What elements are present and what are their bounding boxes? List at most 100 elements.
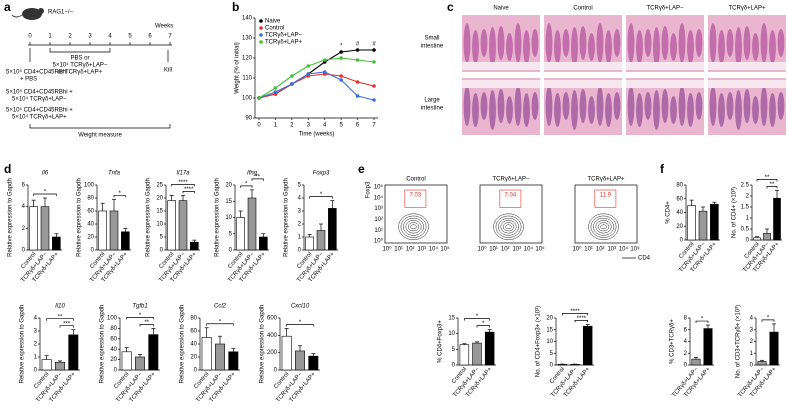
y-tick-label: 1.5 (741, 205, 750, 211)
y-tick-label: 10⁰ (374, 238, 384, 245)
lumen (626, 62, 704, 70)
significance: * (767, 315, 770, 321)
significance-bracket (113, 194, 126, 198)
significance-bracket (46, 318, 74, 321)
tissue (644, 92, 652, 120)
tissue (605, 30, 612, 64)
x-tick-label: 10¹ (584, 247, 593, 253)
x-tick-label: 10⁴ (524, 246, 534, 253)
y-tick-label: 0 (684, 363, 688, 369)
significance: ** (770, 182, 775, 188)
significance: **** (178, 180, 188, 186)
gate (499, 189, 522, 208)
legend-marker (259, 26, 263, 30)
contour (502, 222, 515, 232)
tissue (545, 86, 553, 126)
y-axis-label: Relative expression to Gapdh (284, 178, 290, 257)
legend-marker (259, 33, 263, 37)
tissue (769, 30, 776, 64)
bar (215, 343, 225, 371)
tissue (562, 92, 570, 120)
y-tick-label: 0 (746, 238, 750, 244)
bar (247, 197, 257, 251)
week-label: 3 (88, 34, 92, 40)
chart-title: Il6 (42, 171, 49, 177)
tissue (554, 93, 561, 127)
significance-bracket (139, 324, 154, 327)
y-tick-label: 0.5 (741, 227, 750, 233)
mouse-icon (22, 8, 42, 20)
y-tick-label: 2 (746, 194, 750, 200)
y-tick-label: 4 (34, 316, 38, 322)
significance-bracket (574, 319, 589, 323)
bar (484, 331, 495, 366)
y-tick-label: 0 (274, 368, 278, 374)
group-text: 5×10⁴ TCRγδ+LAP− (12, 96, 67, 103)
x-tick-label: 10² (406, 247, 415, 253)
tissue (463, 23, 471, 63)
tissue (743, 89, 751, 123)
x-tick-label: 6 (356, 123, 360, 129)
bar (582, 325, 593, 366)
flow-title: TCRγδ+LAP+ (587, 177, 625, 183)
contour (498, 217, 519, 236)
tissue (695, 92, 703, 120)
tissue (579, 89, 587, 123)
y-tick-label: 4 (750, 316, 754, 322)
significance-bracket (476, 325, 491, 328)
chart-title: Cxcl10 (291, 304, 310, 310)
y-axis-label: Relative expression to Gapdh (215, 178, 221, 257)
tissue (769, 93, 776, 127)
tissue (752, 33, 759, 61)
contour (410, 224, 417, 230)
y-tick-label: 80 (110, 326, 117, 332)
y-tick-label: 3 (750, 327, 754, 333)
tissue (588, 96, 595, 124)
bar (281, 335, 292, 371)
y-axis-label: Foxp3 (366, 181, 372, 198)
week-ticks: 0 1 2 3 4 5 6 7 (28, 34, 172, 45)
bar (98, 210, 107, 251)
lumen (462, 80, 540, 88)
tissue (678, 23, 686, 63)
bar (472, 342, 482, 366)
x-tick-label: 10⁵ (440, 246, 450, 253)
lumen (544, 80, 622, 88)
tissue (636, 93, 643, 127)
y-tick-label: 400 (267, 333, 278, 339)
y-tick-label: 60 (110, 336, 117, 342)
y-tick-label: 10³ (374, 206, 383, 212)
y-tick-label: 5 (452, 347, 456, 353)
y-tick-label: 5 (229, 231, 233, 237)
row-label: Small (424, 36, 439, 42)
contour (495, 215, 522, 238)
tissue (760, 86, 768, 126)
y-tick-label: 0 (229, 248, 233, 254)
significance: * (299, 320, 302, 326)
treatment-bracket (49, 48, 111, 53)
contour (593, 217, 614, 236)
point (355, 58, 360, 62)
tissue (613, 29, 621, 57)
tissue (670, 33, 677, 61)
y-tick-label: 0 (160, 248, 164, 254)
gate-value: 7.04 (505, 193, 517, 199)
bar (763, 233, 771, 241)
week-label: 1 (48, 34, 52, 40)
bar (68, 334, 79, 371)
significance-bracket (695, 320, 709, 324)
chart-title: Tgfb1 (132, 304, 147, 310)
x-tick-label: 10³ (512, 247, 521, 253)
bar (687, 205, 696, 241)
y-tick-label: 60 (87, 209, 94, 215)
point (273, 90, 278, 94)
tissue (523, 93, 530, 127)
y-tick-label: 10¹ (374, 228, 383, 234)
point (322, 58, 327, 62)
legend-label: TCRγδ+LAP− (265, 33, 303, 39)
week-label: 4 (108, 34, 112, 40)
significance-bracket (309, 196, 333, 199)
chart-title: Il10 (55, 304, 65, 310)
column-header: Naive (493, 6, 509, 12)
